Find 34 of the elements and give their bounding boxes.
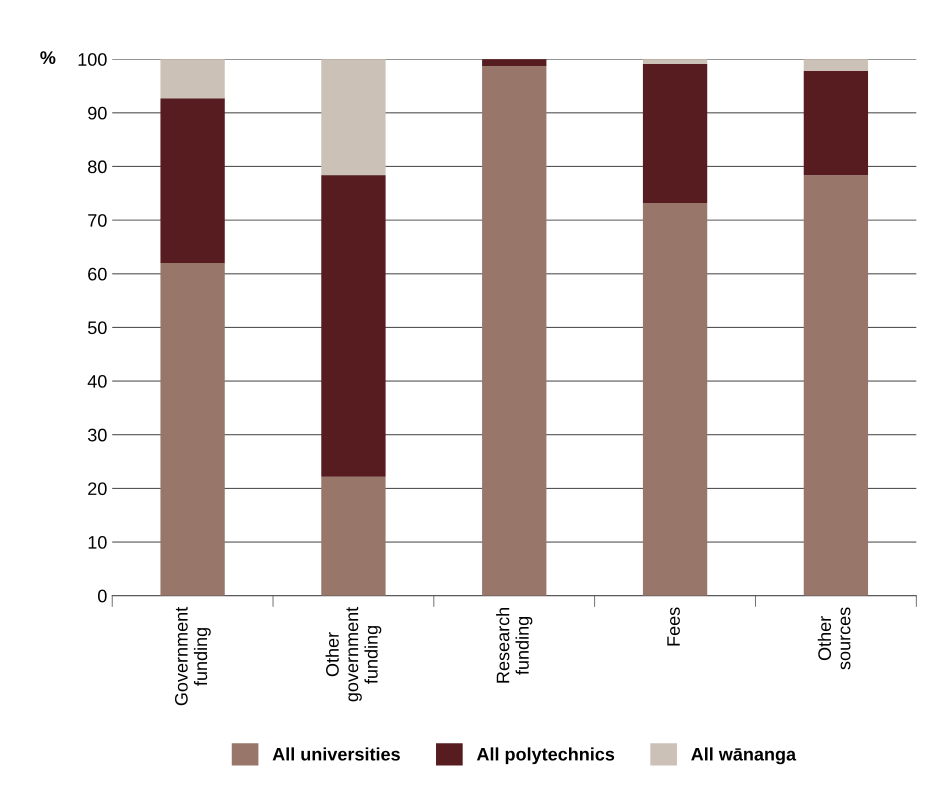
y-tick-label: 90 <box>88 106 107 120</box>
y-tick-label: 10 <box>88 536 107 549</box>
y-tick-label: 40 <box>88 375 107 388</box>
bar <box>804 70 868 176</box>
y-tick-label: 50 <box>88 321 107 334</box>
bar <box>160 98 225 264</box>
legend-label: All universities <box>272 747 400 761</box>
y-tick-label: 0 <box>98 590 107 602</box>
y-axis-title: % <box>40 51 56 64</box>
bar <box>804 59 868 71</box>
bar <box>482 59 546 66</box>
bar <box>642 202 708 596</box>
x-tick-label: Fees <box>667 607 680 646</box>
bar <box>160 59 225 98</box>
legend-label: All wānanga <box>691 747 796 764</box>
x-tick-label: Other sources <box>818 607 850 670</box>
x-tick-label: Research funding <box>496 608 532 683</box>
bar <box>160 263 225 596</box>
bar <box>642 59 708 64</box>
bar <box>321 175 386 477</box>
legend-label: All polytechnics <box>476 747 614 764</box>
y-tick-label: 80 <box>88 160 107 174</box>
y-tick-label: 60 <box>88 268 107 281</box>
bar <box>482 66 546 596</box>
y-tick-label: 70 <box>88 214 107 227</box>
bar <box>321 59 386 176</box>
bar <box>804 175 868 596</box>
x-tick-label: Other government funding <box>326 606 382 702</box>
x-tick-label: Government funding <box>174 606 211 706</box>
bar <box>642 64 708 203</box>
y-tick-label: 30 <box>88 428 107 442</box>
y-tick-label: 20 <box>88 482 107 496</box>
bar <box>321 476 386 596</box>
y-tick-label: 100 <box>78 53 107 66</box>
